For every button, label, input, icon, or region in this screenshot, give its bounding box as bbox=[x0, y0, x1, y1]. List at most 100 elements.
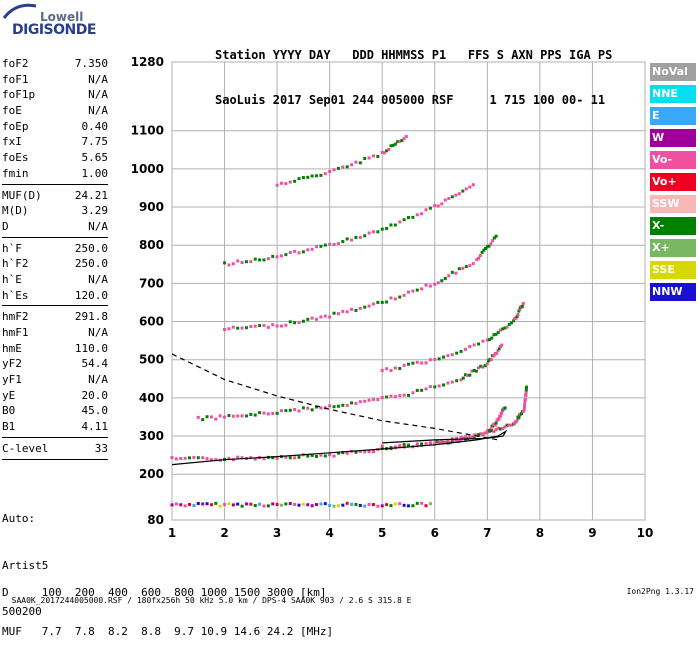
auto-line1: Auto: bbox=[2, 512, 36, 525]
echo-trace bbox=[196, 343, 504, 422]
header-line1: Station YYYY DAY DDD HHMMSS P1 FFS S AXN… bbox=[215, 48, 613, 62]
echo-point bbox=[433, 357, 437, 361]
echo-point bbox=[315, 454, 319, 458]
echo-point bbox=[485, 245, 489, 249]
echo-point bbox=[424, 361, 428, 365]
echo-point bbox=[450, 195, 454, 199]
echo-point bbox=[262, 504, 266, 508]
param-value: 5.65 bbox=[81, 151, 109, 165]
echo-point bbox=[389, 144, 393, 148]
param-row-foes: foEs 5.65 bbox=[2, 150, 108, 166]
echo-point bbox=[284, 253, 288, 257]
echo-point bbox=[428, 385, 432, 389]
echo-point bbox=[336, 312, 340, 316]
echo-point bbox=[266, 257, 270, 261]
echo-point bbox=[452, 438, 456, 442]
echo-point bbox=[253, 457, 257, 461]
scaled-parameters: foF2 7.350 foF1 N/A foF1p N/A foE N/A foEp 0.40 fx… bbox=[2, 56, 108, 463]
param-row-fof1p: foF1p N/A bbox=[2, 87, 108, 103]
param-label: foE bbox=[2, 104, 22, 118]
echo-point bbox=[328, 315, 332, 319]
param-row-hme: hmE 110.0 bbox=[2, 341, 108, 357]
echo-point bbox=[389, 394, 393, 398]
legend-item-ssw: SSW bbox=[650, 195, 696, 213]
param-separator bbox=[2, 183, 108, 185]
echo-point bbox=[485, 362, 489, 366]
echo-point bbox=[481, 365, 485, 369]
echo-point bbox=[492, 236, 496, 240]
x-tick-label: 6 bbox=[431, 526, 439, 540]
echo-point bbox=[436, 281, 440, 285]
param-row-foe: foE N/A bbox=[2, 103, 108, 119]
echo-point bbox=[402, 363, 406, 367]
y-tick-label: 1100 bbox=[131, 124, 164, 138]
echo-point bbox=[358, 161, 362, 165]
param-value: N/A bbox=[88, 373, 108, 387]
echo-point bbox=[380, 368, 384, 372]
param-label: hmF2 bbox=[2, 310, 29, 324]
echo-point bbox=[336, 504, 340, 508]
echo-trace bbox=[223, 234, 498, 332]
echo-point bbox=[411, 289, 415, 293]
echo-point bbox=[301, 502, 305, 506]
echo-point bbox=[275, 502, 279, 506]
echo-point bbox=[218, 414, 222, 418]
logo-line1: Lowell bbox=[40, 10, 84, 24]
logo-line2: DIGISONDE bbox=[12, 22, 96, 38]
echo-point bbox=[382, 151, 386, 155]
param-label: yE bbox=[2, 388, 16, 402]
param-value: 250.0 bbox=[74, 241, 108, 255]
echo-point bbox=[393, 366, 397, 370]
echo-point bbox=[411, 215, 415, 219]
echo-point bbox=[455, 436, 459, 440]
param-value: 7.350 bbox=[74, 57, 108, 70]
echo-point bbox=[323, 243, 327, 247]
echo-point bbox=[407, 290, 410, 294]
echo-point bbox=[315, 174, 319, 178]
echo-point bbox=[463, 373, 467, 377]
echo-point bbox=[420, 443, 424, 447]
echo-point bbox=[323, 454, 327, 458]
echo-point bbox=[253, 324, 257, 328]
echo-point bbox=[341, 503, 345, 507]
echo-point bbox=[231, 262, 235, 266]
echo-point bbox=[420, 501, 424, 505]
echo-point bbox=[310, 408, 314, 412]
echo-point bbox=[332, 454, 336, 458]
echo-point bbox=[371, 302, 375, 306]
logo-swoosh-icon bbox=[2, 3, 37, 19]
echo-point bbox=[391, 143, 395, 147]
param-row-md: M(D) 3.29 bbox=[2, 203, 108, 219]
param-value: 7.75 bbox=[81, 135, 109, 149]
echo-point bbox=[468, 345, 472, 349]
echo-point bbox=[468, 264, 472, 268]
echo-point bbox=[481, 339, 485, 343]
x-tick-label: 8 bbox=[536, 526, 544, 540]
echo-point bbox=[209, 503, 213, 507]
echo-point bbox=[358, 400, 362, 404]
param-label: B1 bbox=[2, 420, 16, 434]
echo-point bbox=[497, 416, 501, 420]
echo-point bbox=[341, 451, 345, 455]
echo-point bbox=[389, 369, 393, 373]
echo-point bbox=[450, 353, 454, 357]
echo-point bbox=[490, 429, 494, 433]
echo-point bbox=[371, 450, 375, 454]
echo-point bbox=[288, 320, 292, 324]
echo-point bbox=[517, 309, 521, 313]
echo-point bbox=[428, 206, 432, 210]
echo-point bbox=[367, 156, 371, 160]
echo-point bbox=[488, 429, 492, 433]
echo-point bbox=[468, 373, 472, 377]
echo-point bbox=[450, 380, 454, 384]
param-row-yf2: yF2 54.4 bbox=[2, 356, 108, 372]
echo-point bbox=[483, 431, 487, 435]
echo-point bbox=[363, 504, 367, 508]
param-value: 20.0 bbox=[81, 388, 109, 402]
echo-point bbox=[297, 251, 301, 255]
param-value: N/A bbox=[88, 272, 108, 286]
echo-point bbox=[433, 385, 437, 389]
echo-trace bbox=[275, 135, 408, 187]
echo-point bbox=[179, 503, 183, 507]
echo-point bbox=[332, 242, 336, 246]
